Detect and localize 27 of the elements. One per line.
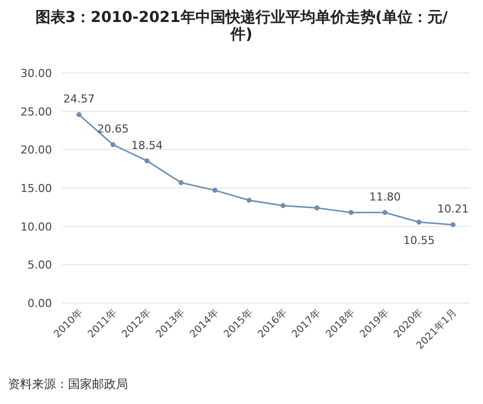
y-tick-label: 30.00 — [20, 67, 52, 80]
data-label: 24.57 — [63, 92, 95, 106]
point — [382, 210, 388, 216]
point — [178, 180, 184, 186]
point — [246, 198, 252, 203]
point — [280, 203, 286, 208]
point — [144, 158, 150, 164]
data-label: 10.55 — [403, 234, 435, 248]
data-label: 10.21 — [437, 202, 469, 216]
point — [450, 222, 456, 228]
y-tick-label: 0.00 — [28, 297, 52, 310]
text: 资料来源：国家邮政局 — [8, 377, 128, 391]
y-tick-label: 20.00 — [20, 144, 52, 157]
title: 图表3：2010-2021年中国快递行业平均单价走势(单位：元/件) — [35, 8, 448, 43]
y-tick-label: 15.00 — [20, 182, 52, 195]
y-tick-label: 10.00 — [20, 220, 52, 234]
point — [76, 112, 82, 118]
point — [416, 220, 422, 225]
y-tick-label: 5.00 — [28, 258, 52, 272]
point — [110, 142, 116, 148]
data-label: 18.54 — [131, 138, 163, 152]
point — [348, 210, 354, 216]
point — [314, 205, 320, 210]
point — [212, 188, 218, 193]
data-label: 11.80 — [369, 190, 401, 204]
data-label: 20.65 — [97, 122, 129, 136]
y-tick-label: 25.00 — [20, 105, 52, 118]
